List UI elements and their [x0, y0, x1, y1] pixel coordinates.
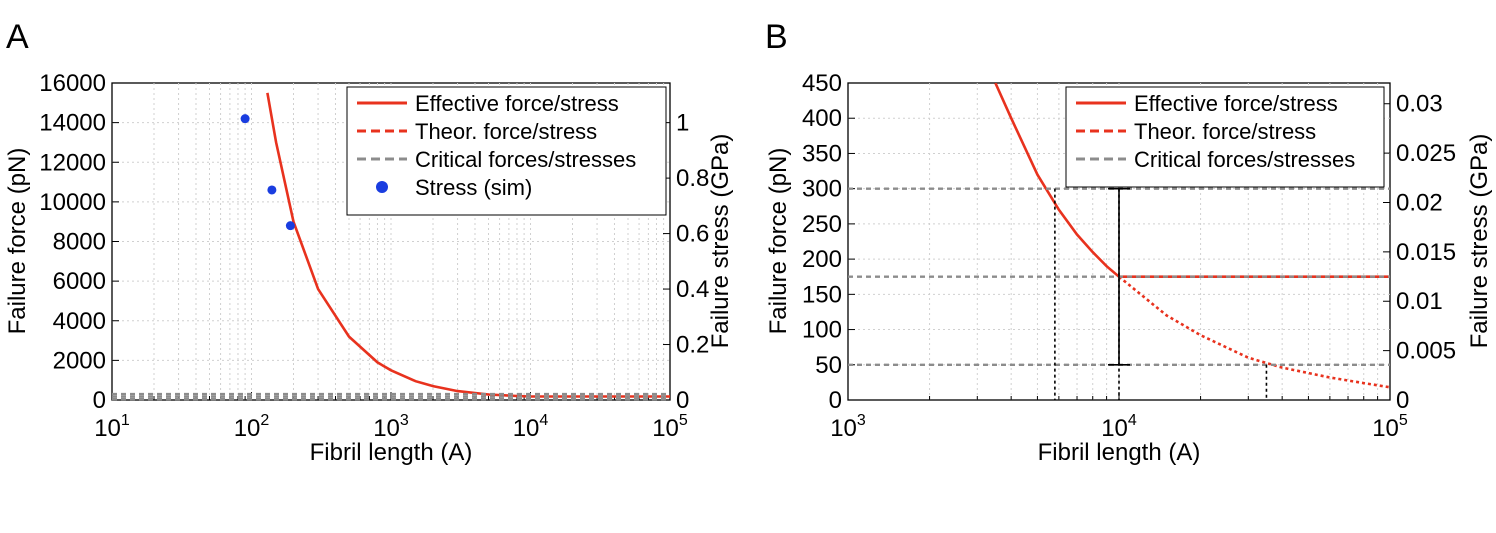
- y2-tick-label: 0.03: [1396, 91, 1443, 118]
- x-tick-label: 101: [94, 412, 130, 442]
- y2-tick-label: 0.025: [1396, 140, 1456, 167]
- y-tick-label: 150: [802, 281, 842, 308]
- y2-tick-label: 1: [676, 110, 689, 137]
- y-tick-label: 400: [802, 105, 842, 132]
- y-tick-label: 6000: [53, 268, 106, 295]
- legend-entry: Theor. force/stress: [415, 119, 597, 144]
- y-tick-label: 4000: [53, 308, 106, 335]
- y2-tick-label: 0.015: [1396, 239, 1456, 266]
- x-tick-label: 103: [373, 412, 409, 442]
- y-tick-label: 8000: [53, 229, 106, 256]
- y-tick-label: 250: [802, 211, 842, 238]
- x-tick-label: 105: [1372, 412, 1408, 442]
- y2-tick-label: 0.005: [1396, 338, 1456, 365]
- chart-panel-a: A Fibril length (A) Failure force (pN) F…: [4, 18, 734, 466]
- theoretical-force-curve: [1118, 275, 1390, 389]
- y-axis-label-b: Failure force (pN): [765, 148, 792, 335]
- y2-tick-label: 0.02: [1396, 189, 1443, 216]
- y2-tick-label: 0.2: [676, 332, 709, 359]
- x-tick-label: 105: [652, 412, 688, 442]
- y2-axis-label-b: Failure stress (GPa): [1466, 134, 1493, 349]
- legend-box: [346, 86, 667, 216]
- y-tick-label: 200: [802, 246, 842, 273]
- y2-axis-label-a: Failure stress (GPa): [707, 134, 734, 349]
- x-tick-label: 103: [830, 412, 866, 442]
- y-tick-label: 0: [829, 387, 842, 414]
- panel-label-b: B: [765, 18, 788, 56]
- panel-label-a: A: [6, 18, 29, 56]
- y-tick-label: 300: [802, 176, 842, 203]
- y2-tick-label: 0: [1396, 387, 1409, 414]
- chart-panel-b: B Fibril length (A) Failure force (pN) F…: [765, 18, 1493, 466]
- x-tick-label: 102: [234, 412, 270, 442]
- y-tick-label: 2000: [53, 347, 106, 374]
- x-tick-label: 104: [1101, 412, 1137, 442]
- y2-tick-label: 0.6: [676, 221, 709, 248]
- y-tick-label: 16000: [39, 70, 106, 97]
- legend-entry: Critical forces/stresses: [1134, 147, 1355, 172]
- y-tick-label: 14000: [39, 110, 106, 137]
- sim-stress-point: [285, 221, 295, 231]
- y-tick-label: 100: [802, 317, 842, 344]
- sim-stress-point: [240, 114, 250, 124]
- legend-swatch-sim: [376, 181, 388, 193]
- x-axis-label-a: Fibril length (A): [310, 439, 473, 466]
- y-tick-label: 10000: [39, 189, 106, 216]
- y-tick-label: 50: [815, 352, 842, 379]
- y-tick-label: 350: [802, 140, 842, 167]
- y-tick-label: 450: [802, 70, 842, 97]
- x-axis-label-b: Fibril length (A): [1038, 439, 1201, 466]
- y2-tick-label: 0.8: [676, 165, 709, 192]
- y-axis-label-a: Failure force (pN): [4, 148, 31, 335]
- sim-stress-point: [267, 185, 277, 195]
- y2-tick-label: 0.01: [1396, 288, 1443, 315]
- legend-entry: Effective force/stress: [415, 91, 619, 116]
- y-tick-label: 12000: [39, 149, 106, 176]
- y-tick-label: 0: [93, 387, 106, 414]
- legend-entry: Theor. force/stress: [1134, 119, 1316, 144]
- legend-entry: Critical forces/stresses: [415, 147, 636, 172]
- y2-tick-label: 0: [676, 387, 689, 414]
- legend-entry: Effective force/stress: [1134, 91, 1338, 116]
- y2-tick-label: 0.4: [676, 276, 709, 303]
- x-tick-label: 104: [513, 412, 549, 442]
- legend-entry: Stress (sim): [415, 175, 532, 200]
